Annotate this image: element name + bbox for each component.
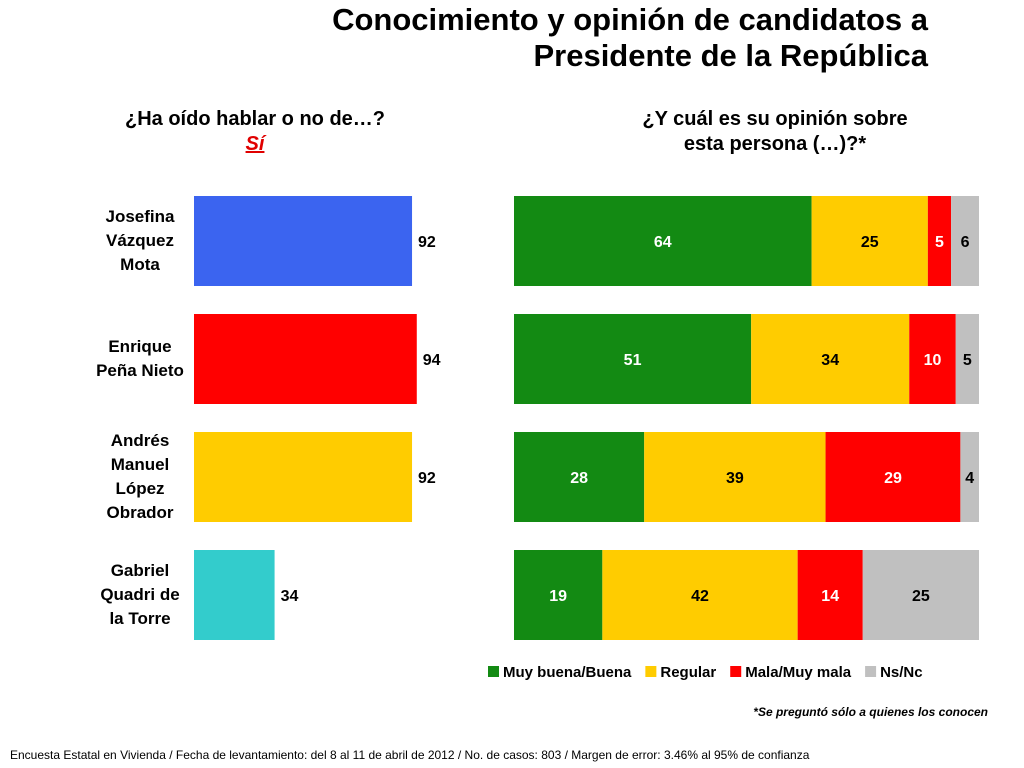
opinion-value-label: 28 [570,470,588,487]
opinion-value-label: 34 [821,352,839,369]
awareness-bar [194,314,417,404]
opinion-value-label: 5 [963,352,972,369]
footnote: *Se preguntó sólo a quienes los conocen [753,705,988,719]
opinion-segment [797,550,863,640]
legend-label: Muy buena/Buena [503,664,632,681]
opinion-segment [751,314,910,404]
opinion-segment [862,550,979,640]
legend-swatch [488,666,499,677]
opinion-value-label: 19 [549,588,567,605]
candidate-label: Andrés Manuel López Obrador [70,429,210,525]
chart-title: Conocimiento y opinión de candidatos a P… [168,2,928,74]
opinion-value-label: 51 [624,352,642,369]
awareness-value-label: 92 [418,470,436,487]
opinion-value-label: 5 [935,234,944,251]
candidate-label: Gabriel Quadri de la Torre [70,559,210,631]
candidate-label: Josefina Vázquez Mota [70,205,210,277]
opinion-segment [514,314,752,404]
candidate-label-line: la Torre [109,609,171,628]
opinion-value-label: 39 [726,470,744,487]
right-question-line-2: esta persona (…)?* [683,133,867,155]
right-question-line-1: ¿Y cuál es su opinión sobre [642,108,908,130]
opinion-segment [514,196,812,286]
awareness-value-label: 34 [281,588,299,605]
candidate-label-line: Andrés [110,431,170,450]
legend-label: Ns/Nc [880,664,923,681]
title-line-1: Conocimiento y opinión de candidatos a [332,2,928,37]
title-line-2: Presidente de la República [533,38,928,73]
opinion-value-label: 6 [961,234,970,251]
candidate-label-line: Mota [120,255,160,274]
candidate-label-line: Enrique [108,337,172,356]
opinion-segment [955,314,979,404]
awareness-bar [194,196,413,286]
opinion-segment [927,196,952,286]
legend-label: Mala/Muy mala [745,664,852,681]
awareness-bar [194,550,275,640]
candidate-label-line: Josefina [105,207,175,226]
left-accent-label: Sí [245,133,265,155]
opinion-segment [825,432,961,522]
candidate-label-line: López [115,479,165,498]
left-chart-subtitle: ¿Ha oído hablar o no de…? Sí [95,107,415,157]
opinion-value-label: 29 [884,470,902,487]
candidate-label-line: Quadri de [100,585,180,604]
opinion-segment [811,196,928,286]
candidate-label-line: Peña Nieto [96,361,184,380]
opinion-segment [951,196,979,286]
candidate-label-line: Vázquez [105,231,175,250]
legend-swatch [645,666,657,677]
left-question: ¿Ha oído hablar o no de…? [125,108,385,130]
legend-swatch [730,666,742,677]
opinion-segment [514,550,603,640]
legend-swatch [865,666,877,677]
candidate-label-line: Manuel [110,455,170,474]
opinion-segment [644,432,826,522]
awareness-value-label: 94 [423,352,441,369]
awareness-value-label: 92 [418,234,436,251]
legend-label: Regular [660,664,716,681]
opinion-segment [602,550,798,640]
opinion-value-label: 25 [861,234,879,251]
candidate-label: Enrique Peña Nieto [70,335,210,383]
right-chart-subtitle: ¿Y cuál es su opinión sobre esta persona… [590,107,960,157]
opinion-value-label: 14 [821,588,839,605]
opinion-value-label: 10 [924,352,942,369]
opinion-value-label: 64 [654,234,672,251]
awareness-bar [194,432,413,522]
opinion-segment [960,432,979,522]
opinion-value-label: 4 [965,470,974,487]
opinion-segment [514,432,645,522]
opinion-segment [909,314,956,404]
candidate-label-line: Gabriel [110,561,170,580]
opinion-value-label: 42 [691,588,709,605]
survey-footer: Encuesta Estatal en Vivienda / Fecha de … [10,748,810,762]
opinion-value-label: 25 [912,588,930,605]
candidate-label-line: Obrador [106,503,174,522]
